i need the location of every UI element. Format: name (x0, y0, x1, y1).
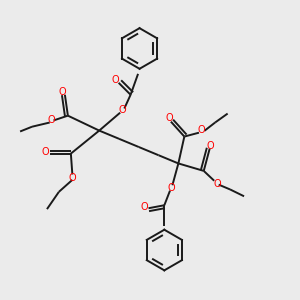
Text: O: O (167, 183, 175, 193)
Text: O: O (166, 113, 173, 123)
Text: O: O (48, 115, 56, 125)
Text: O: O (207, 140, 214, 151)
Text: O: O (198, 125, 206, 135)
Text: O: O (111, 75, 119, 85)
Text: O: O (42, 147, 50, 157)
Text: O: O (119, 105, 126, 115)
Text: O: O (213, 179, 221, 189)
Text: O: O (58, 87, 66, 97)
Text: O: O (68, 173, 76, 183)
Text: O: O (141, 202, 148, 212)
